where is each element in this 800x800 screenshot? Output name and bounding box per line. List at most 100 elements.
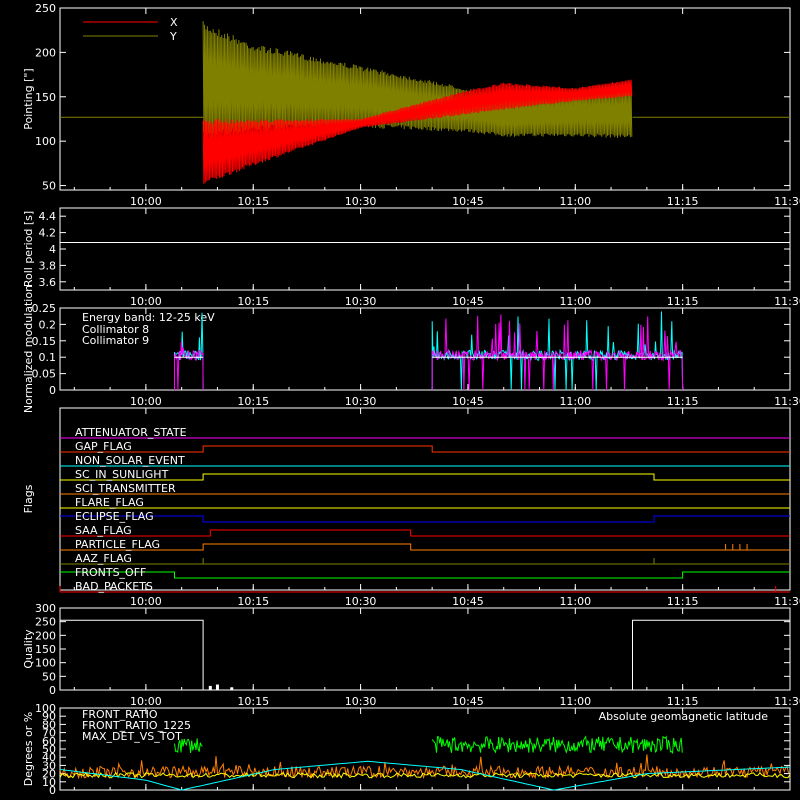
y-tick-label: 50: [42, 670, 56, 683]
flag-line-fronts_off: [60, 571, 790, 579]
legend-label-X: X: [170, 16, 178, 29]
x-tick-label: 11:15: [667, 695, 699, 708]
x-tick-label: 10:15: [237, 395, 269, 408]
y-tick-label: 0: [49, 684, 56, 697]
series-front-ratio-1225: [431, 735, 683, 755]
x-tick-label: 11:00: [559, 195, 591, 208]
flag-label: SC_IN_SUNLIGHT: [75, 468, 169, 481]
y-tick-label: 100: [35, 657, 56, 670]
series-max-det-vs-tot: [59, 754, 790, 780]
x-tick-label: 10:45: [452, 595, 484, 608]
y-tick-label: 70: [42, 727, 56, 740]
x-tick-label: 10:45: [452, 195, 484, 208]
series-front-ratio-1225: [174, 738, 203, 754]
flag-label: BAD_PACKETS: [75, 580, 153, 593]
series-geomagnetic-latitude: [59, 760, 791, 791]
y-tick-label: 4.4: [39, 210, 57, 223]
panel-frame-roll: [59, 207, 791, 291]
x-tick-label: 11:30: [774, 595, 800, 608]
flag-label: SAA_FLAG: [75, 524, 132, 537]
x-tick-label: 10:00: [130, 295, 162, 308]
x-tick-label: 10:15: [237, 595, 269, 608]
y-axis-label-roll: Roll period [s]: [22, 211, 35, 287]
y-tick-label: 3.8: [39, 259, 57, 272]
y-tick-label: 0.15: [32, 335, 57, 348]
x-tick-label: 10:30: [345, 595, 377, 608]
y-tick-label: 300: [35, 602, 56, 615]
y-tick-label: 50: [42, 743, 56, 756]
y-axis-label-quality: Quality: [22, 629, 35, 669]
x-tick-label: 11:15: [667, 295, 699, 308]
y-tick-label: 0: [49, 784, 56, 797]
x-tick-label: 10:45: [452, 295, 484, 308]
legend-label-Collimator 9: Collimator 9: [82, 334, 149, 347]
y-tick-label: 90: [42, 710, 56, 723]
flag-label: NON_SOLAR_EVENT: [75, 454, 185, 467]
flag-label: ECLIPSE_FLAG: [75, 510, 154, 523]
x-tick-label: 10:15: [237, 295, 269, 308]
x-tick-label: 11:30: [774, 695, 800, 708]
y-tick-label: 80: [42, 718, 56, 731]
series-quality: [60, 619, 790, 691]
y-tick-label: 150: [35, 91, 56, 104]
y-tick-label: 4: [49, 243, 56, 256]
x-tick-label: 11:00: [559, 695, 591, 708]
y-tick-label: 0.2: [39, 318, 57, 331]
flag-label: PARTICLE_FLAG: [75, 538, 160, 551]
x-tick-label: 10:00: [130, 695, 162, 708]
panel-frame-flags: [59, 407, 791, 591]
legend-label-Collimator 8: Collimator 8: [82, 323, 149, 336]
y-tick-label: 250: [35, 2, 56, 15]
x-tick-label: 10:30: [345, 295, 377, 308]
y-axis-label-flags: Flags: [22, 484, 35, 513]
x-tick-label: 11:30: [774, 195, 800, 208]
y-tick-label: 30: [42, 759, 56, 772]
x-tick-label: 10:00: [130, 195, 162, 208]
y-tick-label: 0.05: [32, 368, 57, 381]
y-tick-label: 20: [42, 768, 56, 781]
x-tick-label: 10:30: [345, 695, 377, 708]
x-tick-label: 10:15: [237, 695, 269, 708]
flag-label: GAP_FLAG: [75, 440, 132, 453]
y-tick-label: 0.25: [32, 302, 57, 315]
y-axis-label-pointing: Pointing ["]: [22, 68, 35, 129]
flag-label: FLARE_FLAG: [75, 496, 144, 509]
y-tick-label: 10: [42, 776, 56, 789]
x-tick-label: 10:45: [452, 695, 484, 708]
legend-label-Y: Y: [169, 30, 177, 43]
x-tick-label: 10:45: [452, 395, 484, 408]
legend-label-front_ratio_1225: FRONT_RATIO_1225: [82, 719, 191, 732]
x-tick-label: 11:15: [667, 595, 699, 608]
x-tick-label: 11:00: [559, 395, 591, 408]
legend-label-max_det_vs_tot: MAX_DET_VS_TOT: [82, 730, 182, 743]
series-X: [202, 79, 633, 184]
x-tick-label: 11:00: [559, 295, 591, 308]
flag-label: ATTENUATOR_STATE: [75, 426, 187, 439]
x-tick-label: 11:30: [774, 395, 800, 408]
y-tick-label: 200: [35, 46, 56, 59]
y-tick-label: 100: [35, 135, 56, 148]
y-tick-label: 40: [42, 751, 56, 764]
x-tick-label: 10:30: [345, 395, 377, 408]
x-tick-label: 11:15: [667, 395, 699, 408]
x-tick-label: 11:00: [559, 595, 591, 608]
x-tick-label: 10:30: [345, 195, 377, 208]
legend-label-geomagnetic-latitude: Absolute geomagnetic latitude: [599, 710, 769, 723]
flag-line-saa_flag: [60, 529, 790, 537]
y-tick-label: 250: [35, 616, 56, 629]
y-tick-label: 50: [42, 180, 56, 193]
series-front-ratio: [59, 771, 791, 779]
flag-line-gap_flag: [60, 445, 790, 453]
y-tick-label: 200: [35, 629, 56, 642]
y-axis-label-modulation: Normalized modulation: [22, 285, 35, 413]
flag-line-sc_in_sunlight: [60, 473, 790, 481]
y-tick-label: 0.1: [39, 351, 57, 364]
annotation-energy-band: Energy band: 12-25 keV: [82, 311, 215, 324]
x-tick-label: 11:15: [667, 195, 699, 208]
y-tick-label: 0: [49, 384, 56, 397]
series-Collimator 9: [431, 314, 684, 391]
flag-label: SCI_TRANSMITTER: [75, 482, 176, 495]
legend-label-front_ratio: FRONT_RATIO: [82, 708, 158, 721]
y-tick-label: 100: [35, 702, 56, 715]
